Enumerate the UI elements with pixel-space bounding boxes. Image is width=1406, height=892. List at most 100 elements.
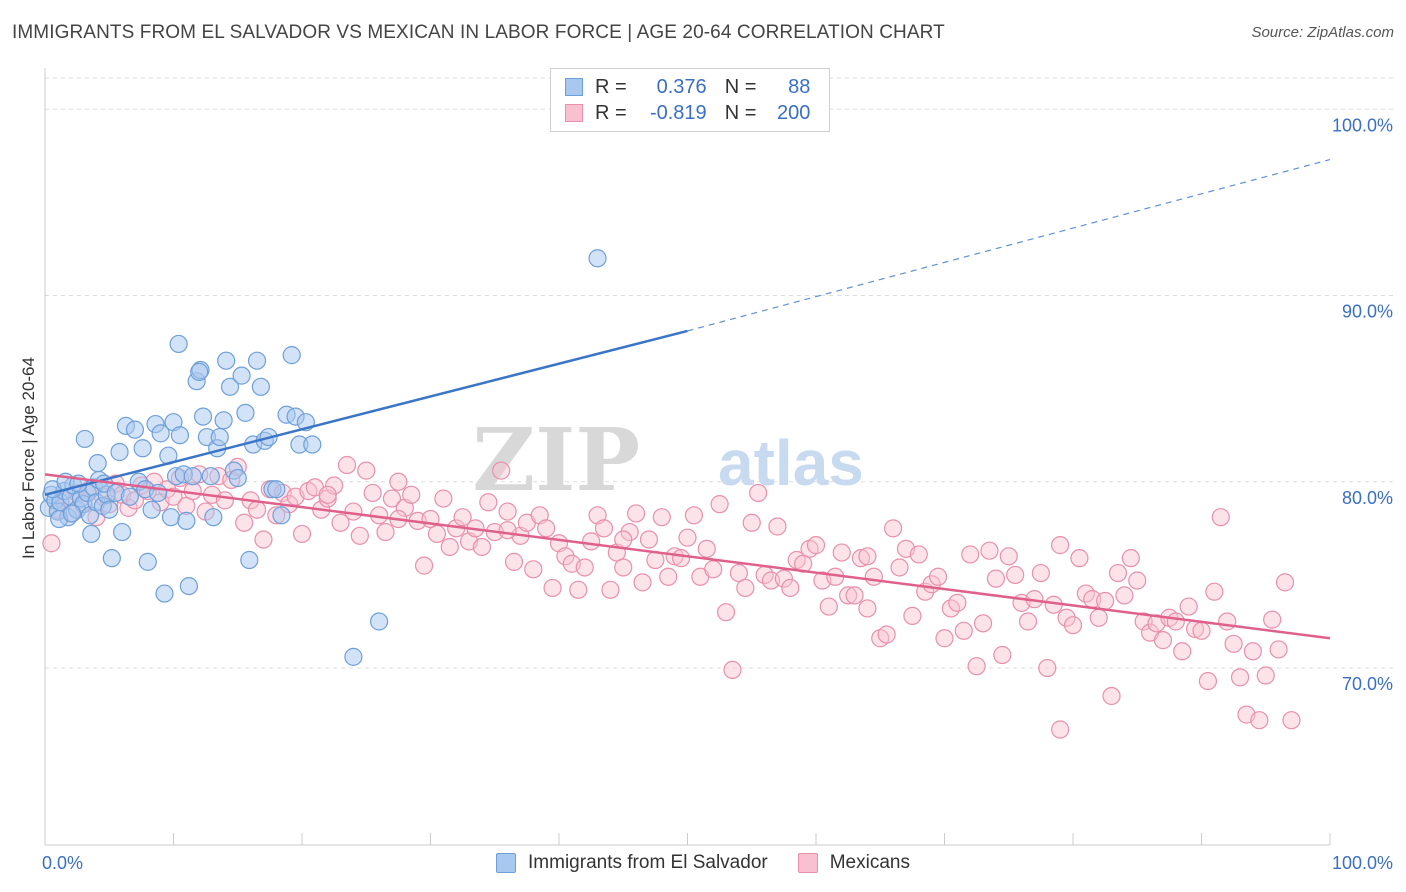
data-point-mexicans — [42, 534, 61, 553]
trend-line-el-salvador — [44, 329, 688, 497]
data-point-mexicans — [363, 483, 382, 503]
data-point-mexicans — [427, 524, 447, 544]
data-point-el-salvador — [112, 522, 132, 542]
data-point-mexicans — [1070, 549, 1089, 568]
trend-lines — [44, 158, 1331, 640]
data-point-mexicans — [569, 580, 588, 599]
data-point-mexicans — [1096, 591, 1115, 611]
data-point-mexicans — [1051, 720, 1070, 739]
data-point-el-salvador — [236, 403, 255, 422]
data-point-mexicans — [819, 597, 838, 616]
series-legend-item-mexicans[interactable]: Mexicans — [797, 852, 910, 874]
data-point-mexicans — [1089, 608, 1108, 627]
y-tick-label: 90.0% — [1342, 302, 1393, 322]
data-point-mexicans — [671, 549, 691, 568]
data-point-mexicans — [832, 543, 851, 562]
series-legend: Immigrants from El Salvador Mexicans — [0, 852, 1406, 874]
data-point-mexicans — [749, 483, 768, 503]
series-swatch-el-salvador — [496, 853, 517, 873]
x-tick-labels: 0.0% 100.0% — [42, 853, 1393, 873]
data-point-mexicans — [659, 567, 678, 586]
data-point-mexicans — [633, 573, 652, 592]
data-point-el-salvador — [125, 420, 145, 439]
data-point-mexicans — [768, 517, 787, 536]
data-point-mexicans — [575, 558, 594, 577]
data-point-el-salvador — [272, 506, 291, 525]
data-point-mexicans — [1198, 671, 1218, 691]
data-point-mexicans — [389, 472, 408, 491]
data-point-mexicans — [247, 500, 267, 519]
series-label-el-salvador: Immigrants from El Salvador — [528, 852, 768, 873]
data-point-mexicans — [845, 586, 864, 605]
data-point-mexicans — [710, 495, 729, 514]
data-point-el-salvador — [161, 508, 181, 527]
y-tick-label: 70.0% — [1342, 674, 1393, 694]
data-point-mexicans — [890, 558, 909, 577]
data-point-mexicans — [498, 502, 517, 521]
legend-n-value: 88 — [788, 75, 811, 98]
data-point-mexicans — [414, 556, 434, 575]
data-point-el-salvador — [251, 377, 270, 396]
data-point-mexicans — [697, 539, 716, 558]
axes — [44, 68, 1331, 846]
data-point-mexicans — [614, 558, 633, 577]
data-point-el-salvador — [344, 647, 363, 666]
data-point-el-salvador — [232, 366, 251, 385]
data-point-mexicans — [1179, 597, 1198, 616]
data-point-el-salvador — [155, 584, 174, 603]
data-point-mexicans — [582, 532, 601, 551]
y-tick-label: 100.0% — [1332, 115, 1393, 135]
series-label-mexicans: Mexicans — [829, 852, 910, 873]
legend-row-mexicans: R = -0.819 N = 200 — [565, 101, 810, 125]
data-point-el-salvador — [220, 377, 240, 396]
data-point-mexicans — [883, 519, 903, 538]
data-point-mexicans — [1166, 612, 1185, 631]
data-point-mexicans — [678, 528, 697, 547]
data-point-mexicans — [980, 541, 999, 560]
data-point-mexicans — [652, 508, 671, 527]
data-point-mexicans — [1018, 612, 1038, 631]
legend-r-label: R = — [595, 101, 627, 124]
data-point-mexicans — [1121, 549, 1140, 568]
data-point-mexicans — [235, 513, 254, 532]
data-point-el-salvador — [100, 500, 119, 519]
data-point-mexicans — [639, 530, 659, 549]
data-point-mexicans — [440, 537, 459, 557]
data-point-mexicans — [1051, 536, 1070, 555]
data-point-el-salvador — [133, 439, 152, 458]
data-point-mexicans — [434, 489, 453, 508]
data-point-mexicans — [973, 614, 993, 633]
data-point-mexicans — [498, 521, 517, 540]
data-point-mexicans — [864, 567, 883, 586]
data-point-mexicans — [999, 547, 1018, 566]
data-point-mexicans — [292, 524, 312, 544]
data-point-mexicans — [774, 569, 793, 588]
data-point-el-salvador — [370, 612, 389, 631]
data-point-el-salvador — [204, 508, 223, 527]
data-point-el-salvador — [228, 468, 247, 488]
data-point-el-salvador — [88, 454, 107, 473]
data-point-mexicans — [1224, 634, 1243, 653]
data-point-el-salvador — [82, 524, 101, 544]
data-point-el-salvador — [588, 249, 607, 268]
data-point-mexicans — [1230, 668, 1250, 687]
data-point-mexicans — [948, 593, 967, 612]
data-point-el-salvador — [282, 346, 301, 365]
data-point-mexicans — [614, 530, 633, 549]
trend-line-mexicans — [44, 473, 1331, 640]
data-point-el-salvador — [62, 504, 82, 523]
data-point-mexicans — [537, 519, 556, 538]
data-point-mexicans — [961, 545, 980, 564]
data-point-mexicans — [1173, 642, 1192, 661]
data-point-el-salvador — [138, 552, 157, 571]
legend-r-value: -0.819 — [649, 101, 707, 124]
source-label: Source: ZipAtlas.com — [1251, 24, 1394, 41]
series-el-salvador — [39, 249, 607, 666]
data-point-el-salvador — [190, 362, 209, 381]
data-point-el-salvador — [142, 500, 161, 519]
data-point-mexicans — [1250, 711, 1269, 730]
series-legend-item-el-salvador[interactable]: Immigrants from El Salvador — [496, 852, 768, 874]
data-point-el-salvador — [193, 407, 213, 426]
legend-swatch-mexicans — [565, 104, 583, 122]
